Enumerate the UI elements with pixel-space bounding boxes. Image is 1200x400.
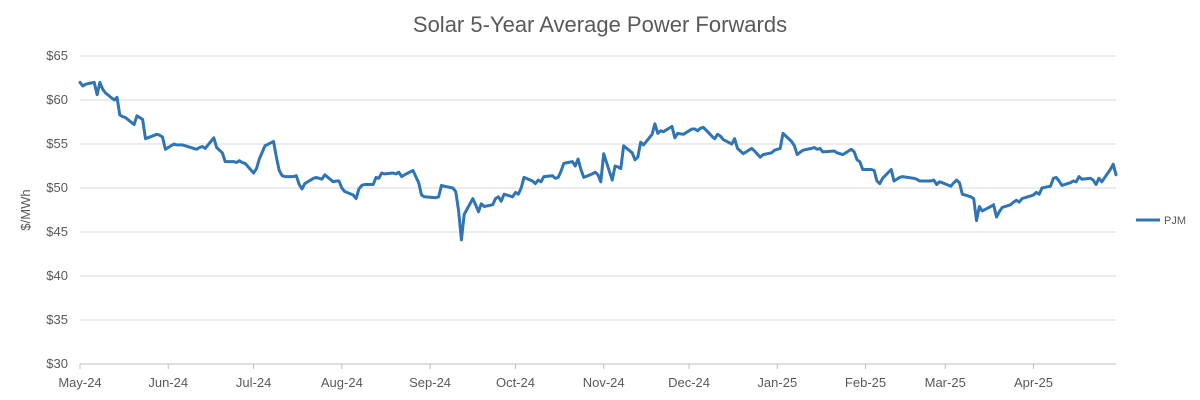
x-tick-label: May-24 (58, 375, 101, 390)
y-tick-labels: $30 $35 $40 $45 $50 $55 $60 $65 (46, 48, 68, 371)
y-axis-title: $/MWh (18, 189, 33, 230)
x-tick-label: Dec-24 (668, 375, 710, 390)
chart-title: Solar 5-Year Average Power Forwards (413, 12, 787, 37)
x-tick-label: Sep-24 (409, 375, 451, 390)
x-tick-labels: May-24 Jun-24 Jul-24 Aug-24 Sep-24 Oct-24 Nov-… (58, 364, 1053, 390)
x-tick-label: Aug-24 (321, 375, 363, 390)
legend: PJM (1136, 215, 1186, 227)
x-tick-label: Mar-25 (925, 375, 966, 390)
x-tick-label: Apr-25 (1014, 375, 1053, 390)
x-tick-label: Jan-25 (757, 375, 797, 390)
y-tick-label: $60 (46, 92, 68, 107)
legend-label: PJM (1164, 215, 1186, 227)
gridlines (80, 55, 1116, 321)
y-tick-label: $50 (46, 180, 68, 195)
series-line-pjm (78, 80, 1118, 242)
y-tick-label: $65 (46, 48, 68, 63)
y-tick-label: $45 (46, 224, 68, 239)
y-tick-label: $35 (46, 312, 68, 327)
x-tick-label: Nov-24 (583, 375, 625, 390)
y-tick-label: $40 (46, 268, 68, 283)
y-tick-label: $30 (46, 356, 68, 371)
y-tick-label: $55 (46, 136, 68, 151)
x-tick-label: Jun-24 (148, 375, 188, 390)
x-tick-label: Oct-24 (496, 375, 535, 390)
x-tick-label: Jul-24 (236, 375, 271, 390)
series-lines (78, 80, 1118, 242)
x-tick-label: Feb-25 (845, 375, 886, 390)
